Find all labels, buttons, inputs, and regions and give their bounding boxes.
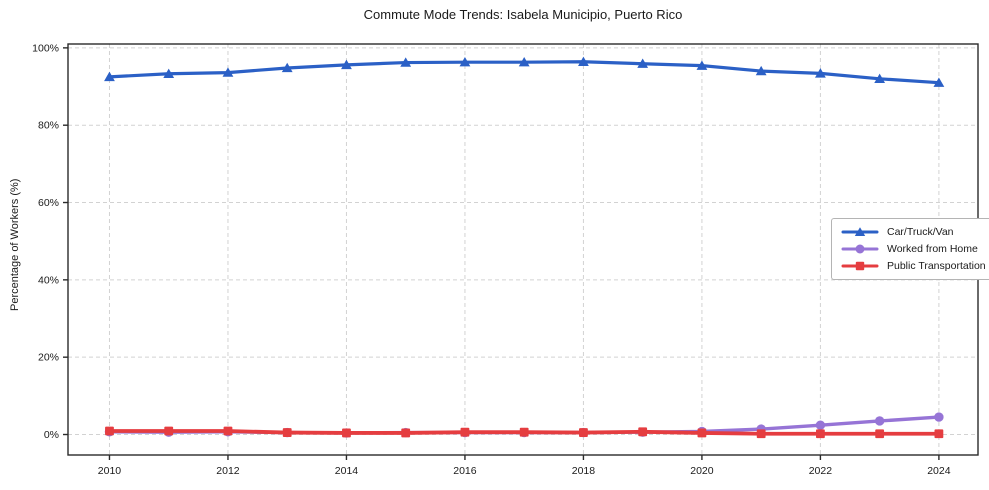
triangle-marker: [400, 57, 412, 67]
square-marker: [164, 426, 174, 436]
y-tick-label: 100%: [32, 42, 59, 54]
square-marker: [934, 429, 944, 439]
car-truck-van-legend-marker-icon: [841, 227, 879, 236]
y-tick-label: 80%: [38, 120, 59, 132]
public-transportation-legend-marker-icon: [841, 261, 879, 271]
legend-label-public-transportation: Public Transportation: [887, 260, 986, 272]
series-car-truck-van: [104, 56, 945, 87]
triangle-marker: [163, 68, 175, 78]
square-marker: [816, 429, 825, 439]
y-tick-label: 20%: [38, 352, 59, 364]
triangle-marker: [874, 73, 886, 83]
circle-marker: [874, 416, 885, 426]
square-marker: [401, 428, 411, 438]
triangle-marker: [815, 68, 826, 78]
x-tick-label: 2020: [690, 465, 714, 477]
legend-item-car-truck-van: Car/Truck/Van: [841, 226, 986, 238]
circle-marker: [815, 420, 826, 430]
square-marker: [342, 428, 351, 438]
worked-from-home-legend-marker-icon: [841, 244, 879, 254]
x-tick-label: 2024: [927, 465, 951, 477]
triangle-marker: [933, 77, 945, 87]
square-marker: [875, 429, 885, 439]
triangle-marker: [518, 56, 530, 67]
triangle-marker: [281, 62, 293, 73]
triangle-marker: [696, 60, 708, 70]
triangle-marker: [459, 56, 471, 67]
triangle-marker: [578, 56, 589, 66]
square-marker: [638, 427, 648, 437]
legend-item-public-transportation: Public Transportation: [841, 260, 986, 272]
y-axis-label: Percentage of Workers (%): [9, 178, 21, 312]
square-marker: [756, 429, 766, 439]
square-marker: [460, 427, 470, 437]
x-tick-label: 2010: [98, 465, 122, 477]
square-marker: [105, 426, 114, 436]
x-tick-label: 2018: [572, 465, 596, 477]
triangle-marker: [637, 58, 649, 68]
x-tick-label: 2012: [216, 465, 240, 477]
triangle-marker: [222, 67, 234, 77]
square-marker: [223, 426, 233, 436]
x-tick-label: 2014: [335, 465, 359, 477]
square-marker: [519, 427, 529, 437]
triangle-marker: [104, 71, 115, 82]
series-public-transportation: [105, 426, 944, 439]
legend-item-worked-from-home: Worked from Home: [841, 243, 986, 255]
x-tick-label: 2022: [809, 465, 833, 477]
y-tick-label: 40%: [38, 274, 59, 286]
legend-label-worked-from-home: Worked from Home: [887, 243, 978, 255]
circle-marker: [934, 412, 944, 422]
x-tick-label: 2016: [453, 465, 477, 477]
chart-title: Commute Mode Trends: Isabela Municipio, …: [363, 7, 683, 22]
triangle-marker: [755, 65, 767, 76]
triangle-marker: [341, 59, 352, 70]
legend-label-car-truck-van: Car/Truck/Van: [887, 226, 954, 238]
y-tick-label: 0%: [44, 429, 59, 441]
y-tick-label: 60%: [38, 197, 59, 209]
square-marker: [697, 428, 707, 438]
square-marker: [282, 428, 292, 437]
legend: Car/Truck/Van Worked from Home Public Tr…: [831, 218, 989, 280]
square-marker: [579, 428, 588, 437]
